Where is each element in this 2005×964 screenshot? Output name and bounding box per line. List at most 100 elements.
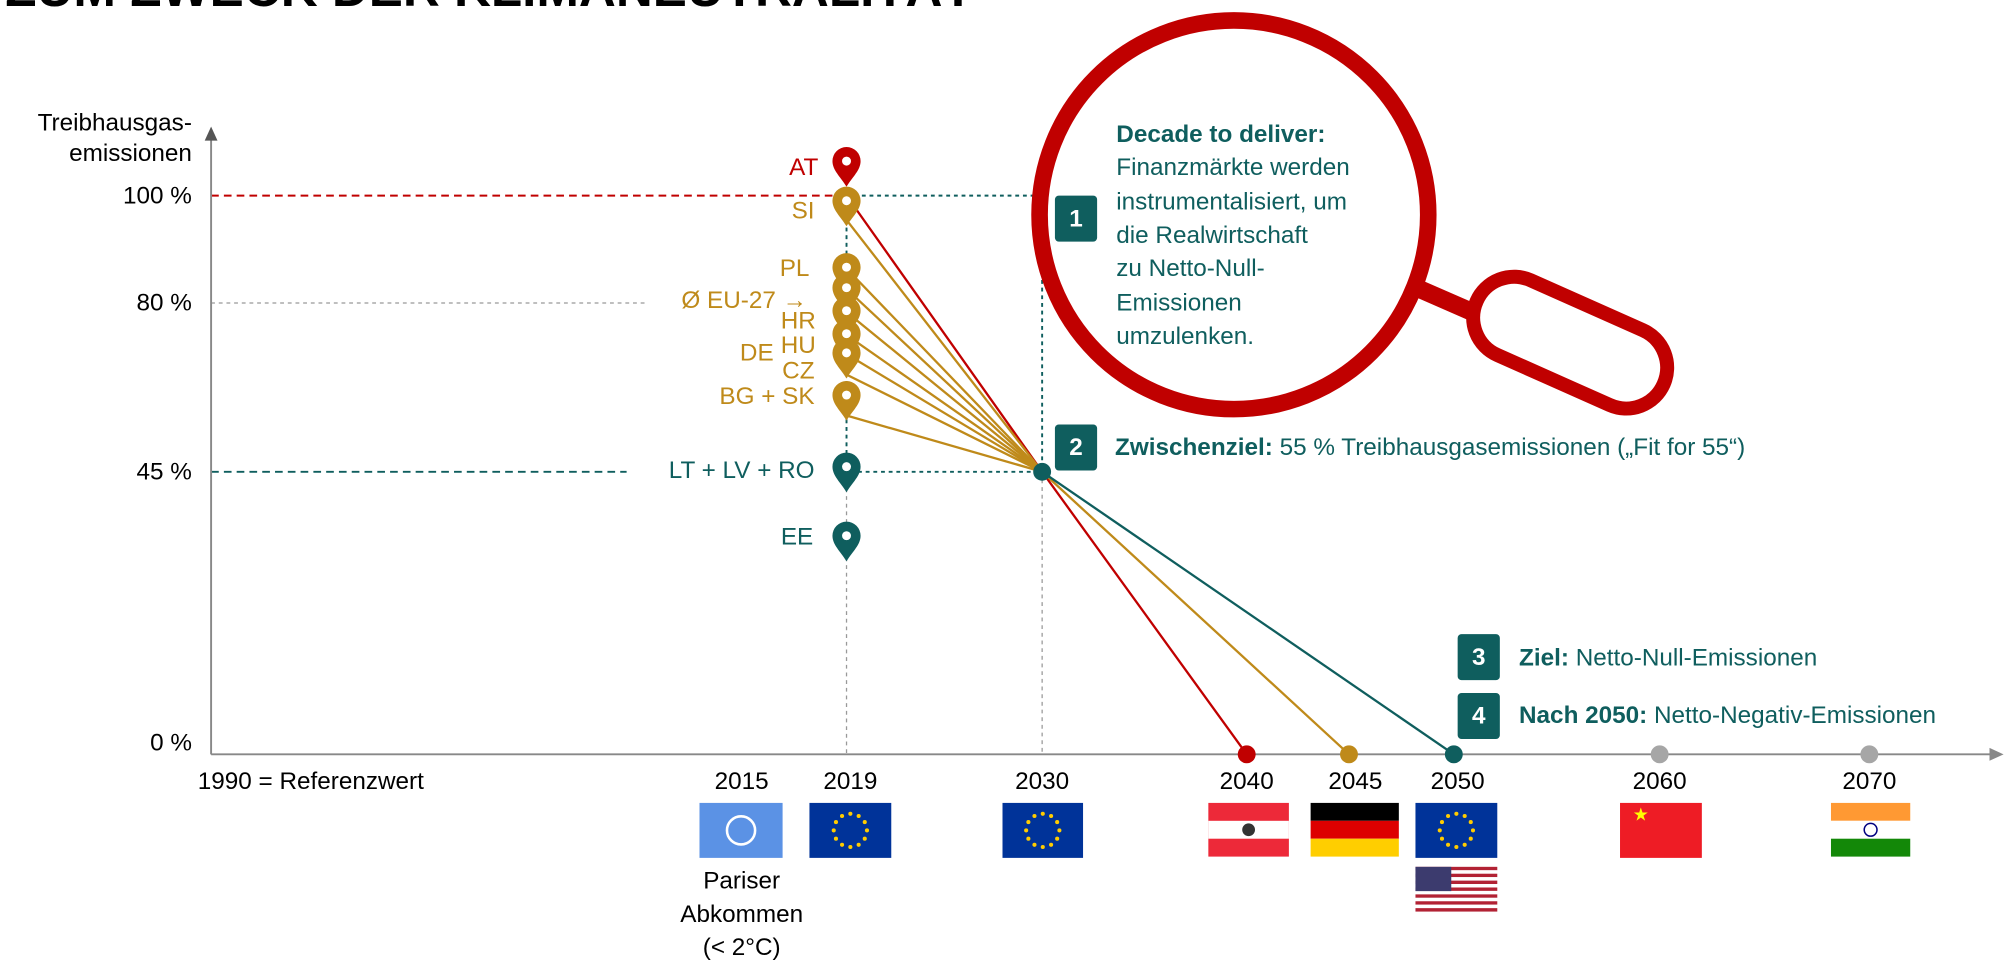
flag-eu-star bbox=[1026, 820, 1030, 824]
pin bbox=[832, 522, 860, 562]
pin-hole bbox=[842, 263, 851, 272]
flag-eu-star bbox=[857, 843, 861, 847]
flag-eu-star bbox=[1055, 837, 1059, 841]
flag-eu-star bbox=[1024, 828, 1028, 832]
pin-shape bbox=[832, 381, 860, 421]
flag-eu-star bbox=[1463, 843, 1467, 847]
flag-us-stripe bbox=[1415, 898, 1497, 901]
pin-hole bbox=[842, 157, 851, 166]
y-tick-label: 45 % bbox=[137, 458, 192, 485]
country-label: LT + LV + RO bbox=[669, 457, 815, 484]
country-label: BG + SK bbox=[719, 383, 814, 410]
badge-number: 2 bbox=[1069, 434, 1083, 461]
pin bbox=[832, 339, 860, 379]
flags: ★ bbox=[699, 803, 1910, 912]
flag-eu-star bbox=[1454, 812, 1458, 816]
flag-eu-star bbox=[832, 828, 836, 832]
flag-eu-star bbox=[1446, 814, 1450, 818]
country-label: DE bbox=[740, 340, 774, 367]
pin-shape bbox=[832, 522, 860, 562]
country-label: HR bbox=[781, 308, 816, 335]
flag-de bbox=[1311, 839, 1399, 857]
milestone-body: Netto-Null-Emissionen bbox=[1576, 645, 1818, 672]
flag-eu-star bbox=[1440, 820, 1444, 824]
year-label: 2019 bbox=[823, 768, 877, 795]
flag-eu-star bbox=[1032, 814, 1036, 818]
milestone-text: Ziel: Netto-Null-Emissionen bbox=[1519, 645, 1817, 672]
pin bbox=[832, 453, 860, 493]
flag-cn-star: ★ bbox=[1633, 804, 1649, 824]
pin-shape bbox=[832, 187, 860, 227]
pin bbox=[832, 381, 860, 421]
year-label: 2040 bbox=[1220, 768, 1274, 795]
flag-eu-star bbox=[1440, 837, 1444, 841]
flag-us-stripe bbox=[1415, 891, 1497, 894]
year-label: 2015 bbox=[715, 768, 769, 795]
flag-eu-star bbox=[863, 837, 867, 841]
flag-de bbox=[1311, 821, 1399, 839]
pin-hole bbox=[842, 462, 851, 471]
country-label: HU bbox=[781, 332, 816, 359]
milestone-heading: Zwischenziel: bbox=[1115, 434, 1273, 461]
flag-eu bbox=[809, 803, 891, 858]
milestone-heading: Nach 2050: bbox=[1519, 703, 1647, 730]
milestone-body: Netto-Negativ-Emissionen bbox=[1654, 703, 1936, 730]
flag-de bbox=[1311, 803, 1399, 821]
dot-2045 bbox=[1340, 745, 1358, 763]
y-arrow bbox=[205, 127, 218, 141]
badge-number: 4 bbox=[1472, 703, 1486, 730]
title: ZUM ZWECK DER KLIMANEUTRALITÄT bbox=[5, 0, 973, 17]
pin-hole bbox=[842, 306, 851, 315]
flag-us-stripe bbox=[1415, 901, 1497, 904]
flag-eu-star bbox=[834, 837, 838, 841]
flag-eu-star bbox=[1469, 837, 1473, 841]
dot-2030 bbox=[1033, 463, 1051, 481]
pin-shape bbox=[832, 453, 860, 493]
pin bbox=[832, 147, 860, 187]
flag-eu-star bbox=[840, 843, 844, 847]
flag-eu-star bbox=[1454, 845, 1458, 849]
flag-eu-star bbox=[1041, 812, 1045, 816]
flag-eu-star bbox=[863, 820, 867, 824]
y-tick-label: 80 % bbox=[137, 290, 192, 317]
y-tick-label: 0 % bbox=[150, 730, 192, 757]
milestone-heading: Ziel: bbox=[1519, 645, 1569, 672]
y-axis-label: emissionen bbox=[69, 140, 192, 167]
callout-line: die Realwirtschaft bbox=[1116, 222, 1308, 249]
flag-eu-star bbox=[1041, 845, 1045, 849]
paris-caption: Pariser bbox=[703, 868, 780, 895]
flag-eu-star bbox=[1471, 828, 1475, 832]
flag-eu-star bbox=[1469, 820, 1473, 824]
callout-line: zu Netto-Null- bbox=[1116, 255, 1264, 282]
flag-eu-star bbox=[834, 820, 838, 824]
flag-eu-star bbox=[1463, 814, 1467, 818]
country-label: CZ bbox=[782, 357, 815, 384]
callout-line: Emissionen bbox=[1116, 290, 1242, 317]
pin-shape bbox=[832, 147, 860, 187]
badge-number: 1 bbox=[1069, 205, 1083, 232]
flag-eu-star bbox=[1032, 843, 1036, 847]
pin-hole bbox=[842, 283, 851, 292]
dot-2050 bbox=[1445, 745, 1463, 763]
flag-us-canton bbox=[1415, 867, 1451, 891]
diagram: ZUM ZWECK DER KLIMANEUTRALITÄT Treibhaus… bbox=[0, 0, 2005, 964]
badge-number: 3 bbox=[1472, 644, 1486, 671]
pin-hole bbox=[842, 348, 851, 357]
flag-eu bbox=[1003, 803, 1084, 858]
flag-eu-star bbox=[1049, 843, 1053, 847]
flag-eu-star bbox=[1446, 843, 1450, 847]
flag-eu-star bbox=[1049, 814, 1053, 818]
country-label: SI bbox=[792, 198, 815, 225]
flag-eu bbox=[1415, 803, 1497, 858]
flag-us-stripe bbox=[1415, 908, 1497, 911]
milestone-text: Zwischenziel: 55 % Treibhausgasemissione… bbox=[1115, 434, 1745, 461]
pin-hole bbox=[842, 391, 851, 400]
flag-eu-star bbox=[857, 814, 861, 818]
flag-at-emblem bbox=[1242, 823, 1255, 836]
callout-line: umzulenken. bbox=[1116, 323, 1254, 350]
y-axis-label: Treibhausgas- bbox=[38, 109, 192, 136]
milestone-text: Nach 2050: Netto-Negativ-Emissionen bbox=[1519, 703, 1936, 730]
flag-eu-star bbox=[848, 845, 852, 849]
flag-eu-star bbox=[865, 828, 869, 832]
